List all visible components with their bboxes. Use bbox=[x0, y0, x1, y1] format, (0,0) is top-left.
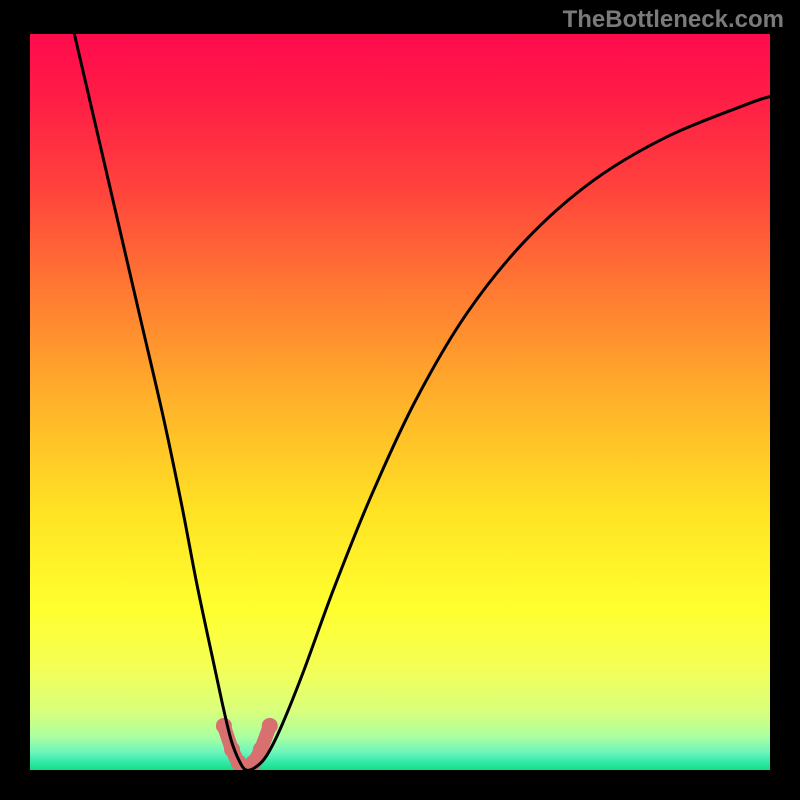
plot-group bbox=[74, 34, 770, 775]
curve-layer bbox=[0, 0, 800, 800]
bottleneck-curve bbox=[74, 34, 770, 770]
optimal-zone-marker bbox=[262, 718, 278, 734]
watermark-label: TheBottleneck.com bbox=[563, 6, 784, 34]
chart-root: TheBottleneck.com bbox=[0, 0, 800, 800]
